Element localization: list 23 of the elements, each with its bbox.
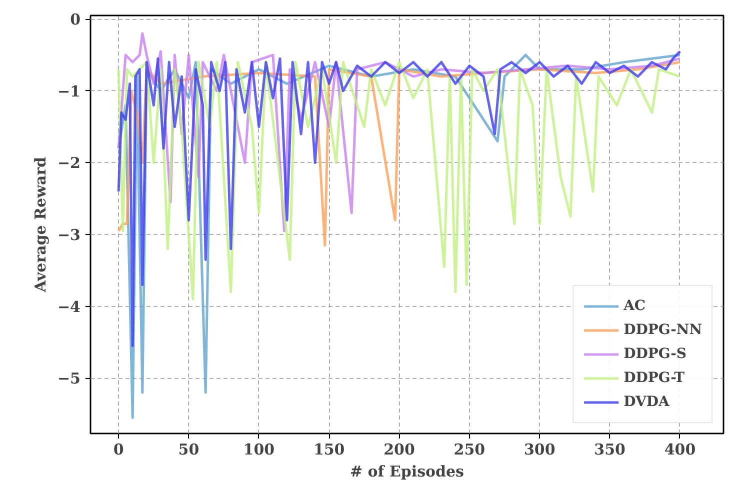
y-tick-label: −5	[57, 370, 81, 388]
x-tick-label: 350	[594, 440, 626, 458]
y-tick-label: −1	[57, 82, 81, 100]
line-series	[117, 60, 682, 300]
legend-label: DVDA	[624, 394, 670, 410]
y-tick-label: 0	[70, 10, 80, 29]
x-tick-label: 300	[524, 440, 556, 458]
x-tick-label: 100	[243, 440, 275, 458]
x-tick-label: 400	[664, 440, 696, 458]
y-tick-label: −4	[57, 298, 81, 316]
x-tick-label: 0	[113, 440, 124, 458]
legend-label: DDPG-T	[624, 370, 684, 386]
legend-label: DDPG-S	[624, 346, 687, 362]
x-tick-label: 150	[313, 440, 345, 458]
y-tick-label: −3	[57, 226, 81, 244]
y-tick-label: −2	[57, 154, 81, 172]
x-tick-label: 50	[178, 440, 200, 458]
x-tick-label: 250	[454, 440, 486, 458]
legend-label: DDPG-NN	[624, 322, 702, 338]
y-axis-title: Average Reward	[31, 156, 50, 294]
legend-label: AC	[624, 298, 646, 314]
x-tick-label: 200	[384, 440, 415, 458]
x-axis-title: # of Episodes	[350, 462, 464, 480]
